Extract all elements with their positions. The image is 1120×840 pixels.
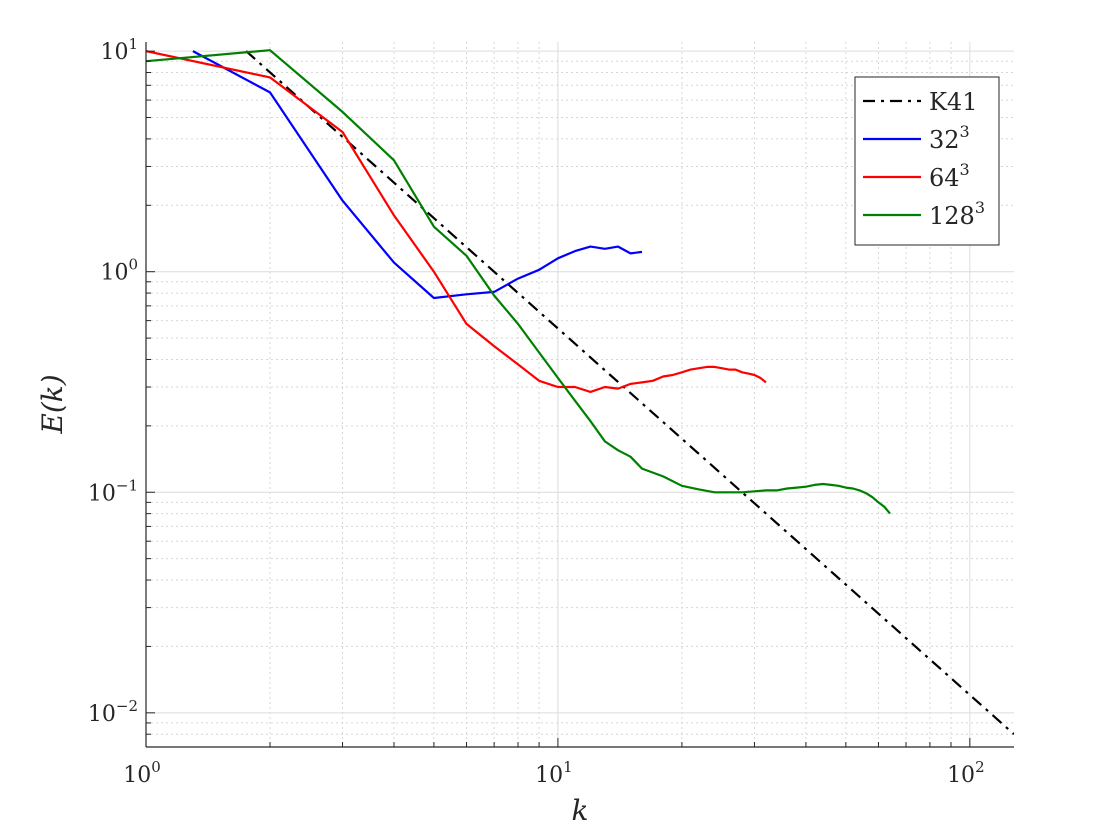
plot-series (146, 49, 1014, 736)
legend: K41 323 643 1283 (854, 76, 1000, 246)
series-line-k41 (245, 50, 1014, 736)
series-line-128 (146, 49, 891, 515)
y-tick-label: 100 (100, 256, 138, 286)
y-tick-label: 10−2 (88, 697, 138, 727)
x-tick-label: 101 (535, 758, 573, 788)
legend-label: K41 (929, 88, 977, 116)
legend-label: 1283 (929, 198, 985, 230)
legend-label: 323 (929, 122, 970, 154)
series-line-64 (146, 50, 767, 393)
y-tick-label: 10−1 (88, 476, 138, 506)
x-tick-label: 102 (947, 758, 985, 788)
x-tick-label: 100 (123, 758, 161, 788)
series-line-32 (192, 50, 643, 300)
tick-labels: 100 101 102 10−2 10−1 100 101 (88, 35, 985, 788)
y-axis-label: E(k) (36, 374, 69, 434)
x-axis-label: k (572, 794, 589, 827)
legend-box (854, 76, 1000, 246)
axes (145, 42, 1014, 748)
y-tick-label: 101 (100, 35, 138, 65)
legend-label: 643 (929, 160, 970, 192)
